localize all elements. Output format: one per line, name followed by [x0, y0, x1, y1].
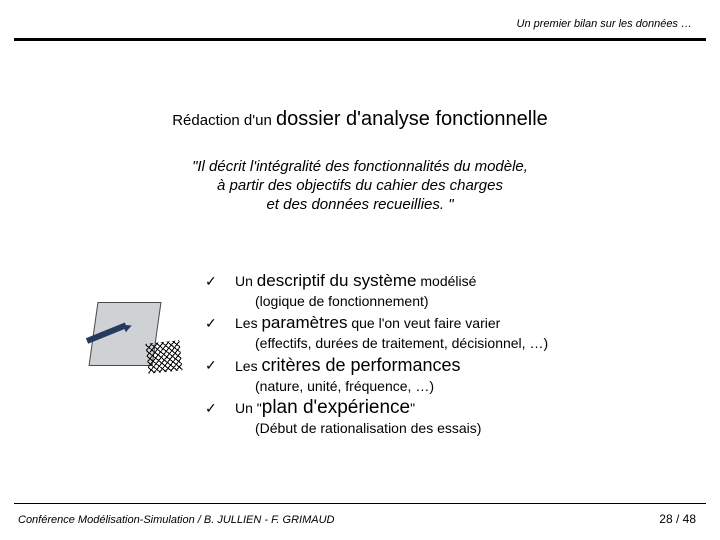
bullet-body: Un "plan d'expérience" (Début de rationa… — [235, 397, 705, 437]
bullet-main: Les critères de performances — [235, 354, 705, 377]
bullet-list: ✓ Un descriptif du système modélisé (log… — [205, 270, 705, 439]
list-item: ✓ Un descriptif du système modélisé (log… — [205, 270, 705, 310]
bullet-emph: descriptif du système — [257, 271, 417, 290]
bullet-main: Un descriptif du système modélisé — [235, 270, 705, 292]
bullet-body: Un descriptif du système modélisé (logiq… — [235, 270, 705, 310]
list-item: ✓ Les critères de performances (nature, … — [205, 354, 705, 395]
bullet-emph: critères de performances — [261, 355, 460, 375]
bullet-body: Les paramètres que l'on veut faire varie… — [235, 312, 705, 352]
slide: Un premier bilan sur les données … Rédac… — [0, 0, 720, 540]
page-number: 28 / 48 — [659, 512, 696, 526]
hatch-decor — [146, 340, 183, 373]
title-emphasis: dossier d'analyse fonctionnelle — [276, 108, 548, 130]
quote-line-1: "Il décrit l'intégralité des fonctionnal… — [0, 158, 720, 177]
bullet-tail: que l'on veut faire varier — [347, 315, 500, 331]
checkmark-icon: ✓ — [205, 354, 235, 376]
quote-block: "Il décrit l'intégralité des fonctionnal… — [0, 158, 720, 214]
bullet-sub: (Début de rationalisation des essais) — [235, 419, 705, 437]
bullet-lead: Les — [235, 358, 261, 374]
bullet-main: Les paramètres que l'on veut faire varie… — [235, 312, 705, 334]
list-item: ✓ Les paramètres que l'on veut faire var… — [205, 312, 705, 352]
bullet-emph: paramètres — [261, 313, 347, 332]
quote-line-2: à partir des objectifs du cahier des cha… — [0, 177, 720, 196]
footer-text: Conférence Modélisation-Simulation / B. … — [18, 514, 334, 526]
bullet-lead: Un — [235, 273, 257, 289]
bullet-main: Un "plan d'expérience" — [235, 397, 705, 419]
bullet-sub: (effectifs, durées de traitement, décisi… — [235, 334, 705, 352]
header-text: Un premier bilan sur les données … — [517, 18, 692, 30]
checkmark-icon: ✓ — [205, 270, 235, 292]
footer-rule — [14, 503, 706, 504]
bullet-sub: (logique de fonctionnement) — [235, 292, 705, 310]
bullet-tail: " — [410, 400, 415, 416]
header-rule — [14, 38, 706, 41]
checkmark-icon: ✓ — [205, 312, 235, 334]
bullet-body: Les critères de performances (nature, un… — [235, 354, 705, 395]
title-prefix: Rédaction d'un — [172, 112, 276, 129]
list-item: ✓ Un "plan d'expérience" (Début de ratio… — [205, 397, 705, 437]
bullet-tail: modélisé — [416, 273, 476, 289]
checkmark-icon: ✓ — [205, 397, 235, 419]
page-sep: / — [673, 512, 683, 526]
bullet-sub: (nature, unité, fréquence, …) — [235, 377, 705, 395]
bullet-lead: Les — [235, 315, 261, 331]
page-total: 48 — [683, 512, 696, 526]
writing-illustration — [85, 296, 175, 376]
quote-line-3: et des données recueillies. " — [0, 196, 720, 215]
bullet-emph: plan d'expérience — [262, 397, 410, 418]
slide-title: Rédaction d'un dossier d'analyse fonctio… — [0, 108, 720, 131]
bullet-lead: Un " — [235, 400, 262, 416]
page-current: 28 — [659, 512, 672, 526]
